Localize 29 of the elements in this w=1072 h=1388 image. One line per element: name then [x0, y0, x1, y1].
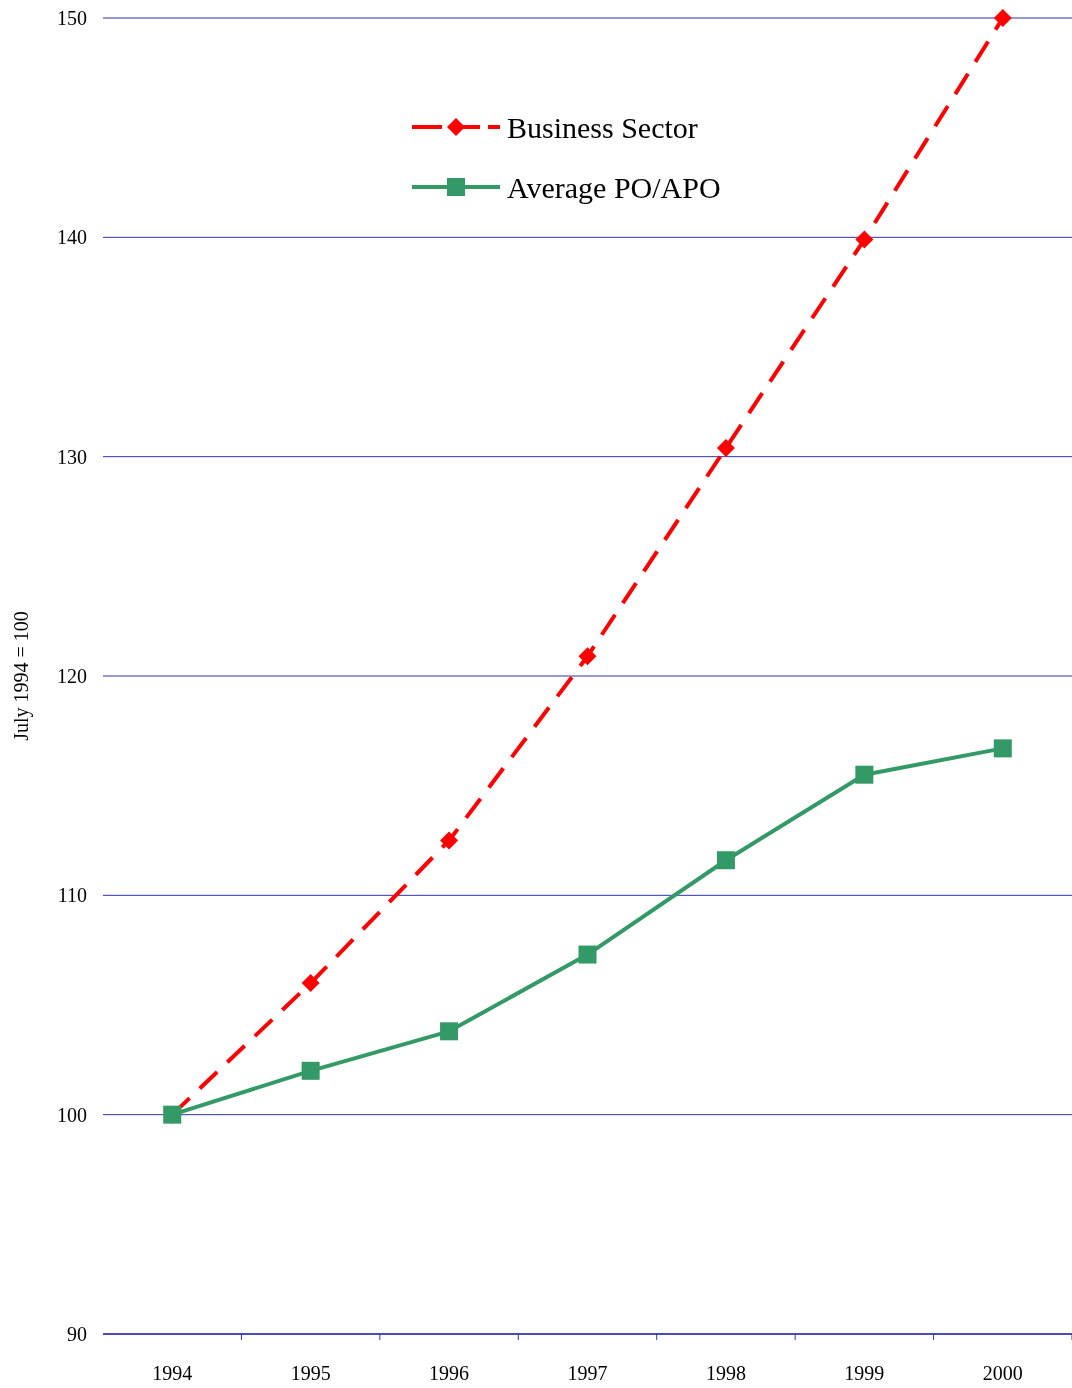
- point: [301, 974, 320, 993]
- x-tick-label: 1996: [429, 1362, 470, 1384]
- point: [440, 1022, 459, 1041]
- y-tick-label: 100: [57, 1103, 87, 1126]
- point: [716, 851, 735, 870]
- point: [301, 1061, 320, 1080]
- point: [855, 230, 874, 249]
- y-axis-title: July 1994 = 100: [10, 611, 33, 741]
- point: [578, 647, 597, 666]
- y-tick-label: 110: [57, 884, 87, 907]
- x-tick-label: 1998: [705, 1362, 746, 1384]
- point: [993, 739, 1012, 758]
- x-tick-label: 2000: [982, 1362, 1023, 1384]
- x-tick-label: 1997: [567, 1362, 608, 1384]
- point: [993, 9, 1012, 27]
- point: [578, 945, 597, 964]
- legend-label: Business Sector: [507, 110, 698, 144]
- y-tick-label: 150: [57, 7, 87, 29]
- point: [440, 831, 459, 850]
- x-tick-label: 1995: [290, 1362, 331, 1384]
- x-tick-label: 1994: [152, 1362, 193, 1384]
- y-tick-label: 140: [57, 226, 87, 249]
- y-tick-label: 120: [57, 665, 87, 687]
- y-tick-label: 130: [57, 445, 87, 468]
- y-tick-label: 90: [67, 1323, 87, 1345]
- point: [855, 765, 874, 784]
- point: [716, 438, 735, 457]
- x-tick-label: 1999: [844, 1362, 885, 1384]
- legend-label: Average PO/APO: [507, 170, 721, 204]
